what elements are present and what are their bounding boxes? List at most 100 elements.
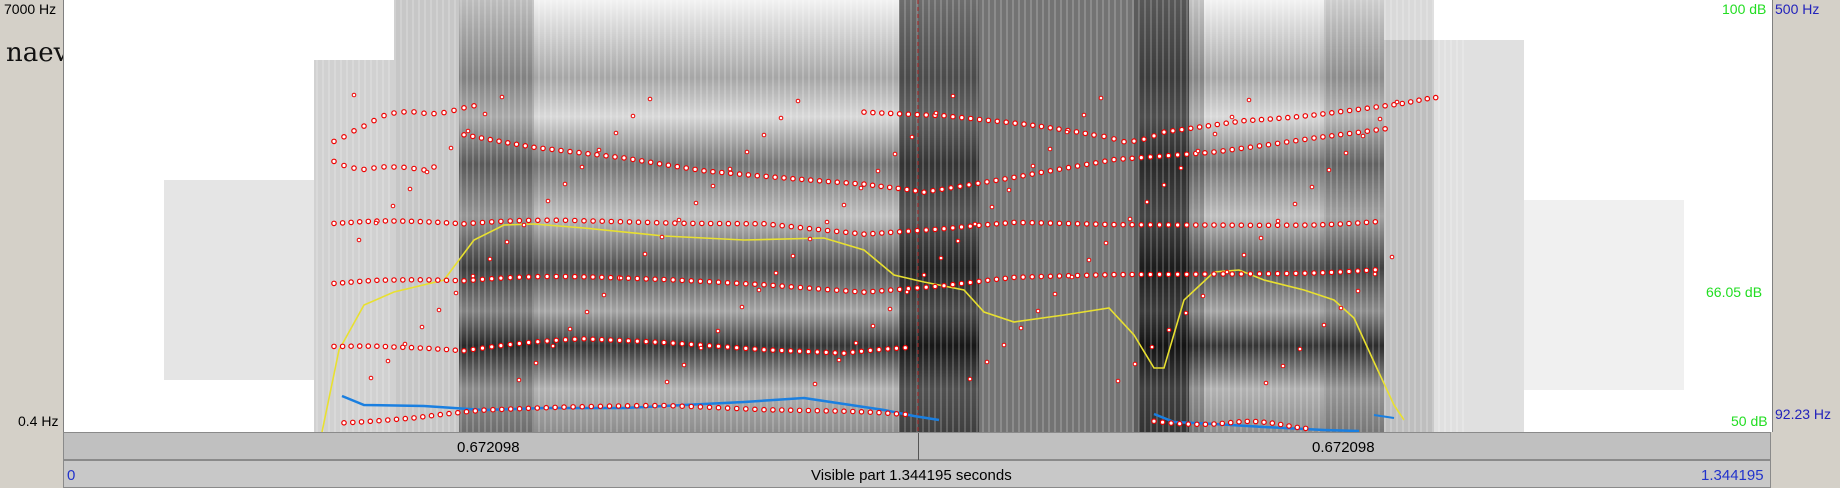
formant-point bbox=[638, 158, 645, 164]
formant-point bbox=[688, 403, 695, 410]
formant-point bbox=[365, 343, 372, 349]
formant-point bbox=[824, 219, 830, 225]
formant-point bbox=[634, 338, 641, 345]
formant-point bbox=[411, 109, 417, 115]
formant-point bbox=[896, 111, 903, 117]
visible-part-bar[interactable]: 0 Visible part 1.344195 seconds 1.344195 bbox=[63, 460, 1771, 488]
formant-point bbox=[656, 161, 663, 167]
formant-point bbox=[869, 182, 876, 189]
formant-point bbox=[752, 220, 758, 227]
formant-point bbox=[581, 335, 587, 342]
pitch-axis-top-label: 500 Hz bbox=[1775, 1, 1820, 17]
formant-point bbox=[1326, 167, 1332, 173]
formant-point bbox=[1211, 149, 1217, 155]
formant-point bbox=[348, 343, 354, 350]
formant-point bbox=[553, 337, 560, 344]
formant-point bbox=[967, 223, 974, 230]
formant-point bbox=[618, 275, 624, 281]
formant-point bbox=[516, 274, 523, 281]
formant-point bbox=[852, 230, 858, 237]
formant-point bbox=[706, 342, 713, 349]
formant-point bbox=[652, 402, 658, 409]
formant-point bbox=[1394, 99, 1400, 105]
formant-point bbox=[1003, 119, 1010, 126]
formant-point bbox=[545, 198, 551, 204]
formant-point bbox=[411, 165, 417, 172]
formant-point bbox=[887, 306, 893, 312]
formant-point bbox=[1293, 114, 1300, 120]
formant-point bbox=[955, 238, 961, 244]
intensity-curve bbox=[321, 223, 1405, 432]
formant-point bbox=[1144, 199, 1150, 205]
formant-point bbox=[1320, 111, 1326, 117]
formant-point bbox=[1219, 420, 1226, 427]
formant-point bbox=[1038, 123, 1045, 130]
formant-point bbox=[1256, 270, 1263, 277]
formant-point bbox=[1205, 123, 1212, 129]
formant-point bbox=[1138, 154, 1145, 161]
formant-point bbox=[1202, 271, 1208, 277]
formant-point bbox=[1030, 163, 1036, 169]
formant-point bbox=[1035, 308, 1041, 314]
formant-point bbox=[672, 220, 678, 226]
formant-point bbox=[790, 175, 796, 182]
formant-point bbox=[391, 110, 397, 116]
formant-point bbox=[1056, 220, 1063, 227]
formant-point bbox=[498, 342, 504, 349]
formant-point bbox=[652, 339, 658, 345]
formant-point bbox=[1346, 220, 1352, 227]
formant-point bbox=[1029, 171, 1036, 177]
formant-point bbox=[562, 181, 568, 187]
selection-time-bar[interactable]: 0.672098 0.672098 bbox=[63, 432, 1771, 461]
formant-point bbox=[424, 169, 430, 175]
formant-point bbox=[1343, 150, 1349, 156]
formant-point bbox=[787, 407, 794, 414]
formant-point bbox=[498, 406, 505, 413]
formant-point bbox=[1220, 148, 1226, 154]
formant-point bbox=[544, 338, 550, 344]
formant-point bbox=[914, 285, 921, 291]
formant-point bbox=[1256, 143, 1263, 149]
formant-point bbox=[552, 404, 558, 411]
formant-point bbox=[1147, 271, 1154, 278]
formant-point bbox=[832, 408, 838, 414]
formant-point bbox=[861, 231, 867, 237]
formant-point bbox=[1170, 128, 1176, 134]
formant-point bbox=[761, 220, 767, 227]
formant-point bbox=[733, 405, 740, 412]
formant-point bbox=[867, 409, 874, 416]
formant-point bbox=[1337, 269, 1344, 275]
spectrogram-panel[interactable] bbox=[63, 0, 1773, 432]
formant-point bbox=[617, 218, 624, 225]
formant-point bbox=[1115, 378, 1121, 384]
formant-point bbox=[1038, 220, 1045, 226]
intensity-axis-mid-label: 66.05 dB bbox=[1706, 284, 1763, 300]
formant-point bbox=[534, 405, 541, 411]
formant-point bbox=[1083, 161, 1090, 168]
formant-point bbox=[374, 343, 380, 350]
formant-point bbox=[849, 349, 856, 356]
formant-point bbox=[1277, 421, 1284, 428]
formant-point bbox=[681, 362, 687, 368]
formant-point bbox=[635, 219, 642, 226]
formant-point bbox=[513, 141, 520, 148]
formant-point bbox=[1065, 164, 1072, 171]
formant-point bbox=[1120, 271, 1126, 278]
formant-point bbox=[384, 417, 391, 423]
formant-point bbox=[887, 110, 894, 117]
formant-point bbox=[381, 112, 387, 119]
formant-point bbox=[1151, 133, 1157, 139]
formant-point bbox=[596, 147, 602, 153]
formant-point bbox=[331, 138, 337, 145]
formant-point bbox=[452, 347, 459, 354]
formant-point bbox=[1020, 274, 1026, 280]
formant-point bbox=[950, 93, 956, 99]
formant-point bbox=[488, 343, 495, 350]
formant-point bbox=[570, 404, 576, 410]
formant-point bbox=[676, 217, 682, 223]
formant-point bbox=[1293, 222, 1299, 229]
formant-point bbox=[1373, 127, 1380, 133]
formant-point bbox=[1212, 131, 1218, 137]
formant-point bbox=[853, 340, 859, 346]
formant-point bbox=[1337, 221, 1344, 227]
